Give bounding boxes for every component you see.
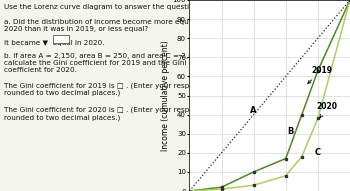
Bar	[53, 35, 69, 43]
Text: The Gini coefficient for 2020 is □ . (Enter your response
rounded to two decimal: The Gini coefficient for 2020 is □ . (En…	[4, 107, 206, 121]
Text: Use the Lorenz curve diagram to answer the questions.: Use the Lorenz curve diagram to answer t…	[4, 4, 204, 10]
Text: The Gini coefficient for 2019 is □ . (Enter your response
rounded to two decimal: The Gini coefficient for 2019 is □ . (En…	[4, 82, 206, 96]
Text: 2020: 2020	[316, 102, 337, 118]
Text: b. If area A = 2,150, area B = 250, and area C = 2,600,
calculate the Gini coeff: b. If area A = 2,150, area B = 250, and …	[4, 53, 204, 74]
Text: C: C	[315, 148, 321, 157]
Text: a. Did the distribution of income become more equal in
2020 than it was in 2019,: a. Did the distribution of income become…	[4, 19, 204, 32]
Text: A: A	[250, 106, 257, 115]
Text: B: B	[287, 127, 294, 136]
Y-axis label: Income (cumulative percent): Income (cumulative percent)	[161, 40, 170, 151]
Text: 2019: 2019	[308, 66, 332, 83]
Text: It became ▼  equal in 2020.: It became ▼ equal in 2020.	[4, 40, 104, 46]
